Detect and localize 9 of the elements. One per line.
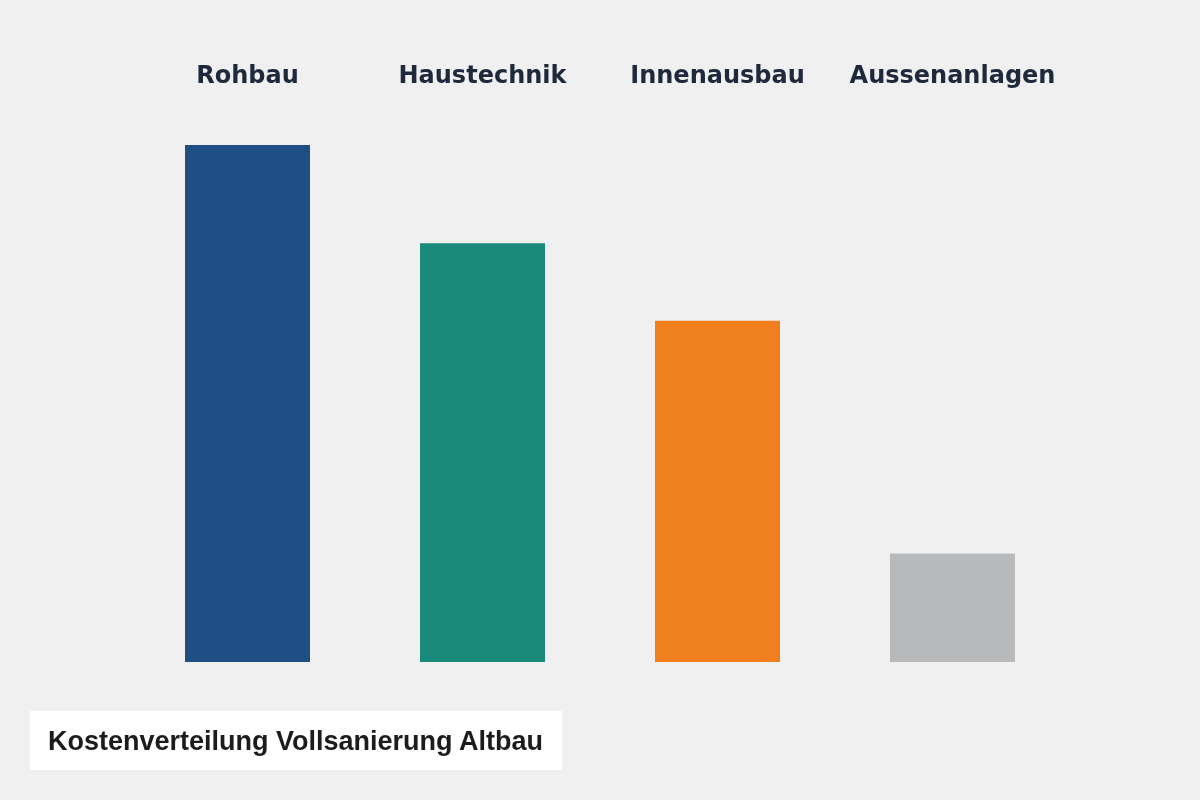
x-tick-label: Aussenanlagen [849,61,1056,89]
bar [185,145,310,662]
bar [655,320,780,662]
x-tick-label: Haustechnik [398,61,568,89]
bar [420,243,545,662]
x-tick-label: Rohbau [196,61,299,89]
text: Kostenverteilung Vollsanierung Altbau [48,725,544,756]
x-tick-label: Innenausbau [630,61,805,89]
bar [890,553,1015,662]
